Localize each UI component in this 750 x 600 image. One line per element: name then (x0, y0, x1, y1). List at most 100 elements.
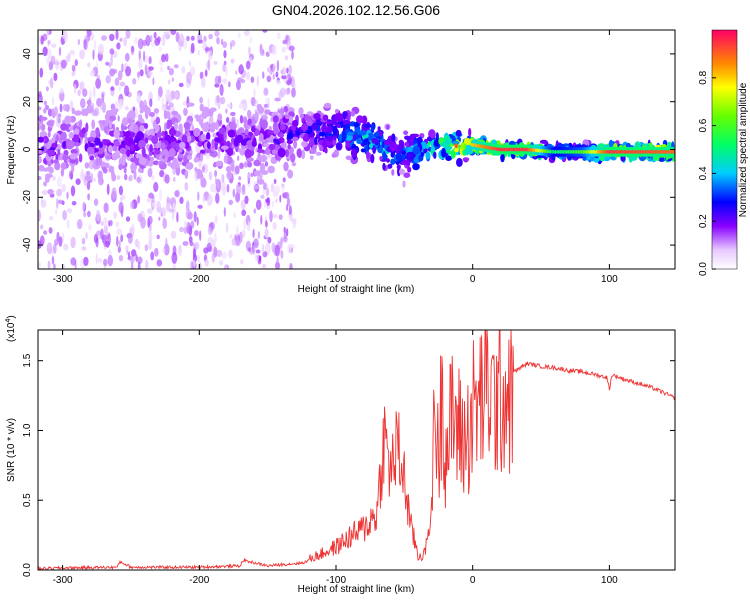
heatmap-speckle (171, 252, 178, 264)
heatmap-cell (112, 109, 118, 116)
heatmap-cell (196, 153, 201, 158)
colorbar-tick-label: 0.8 (698, 70, 709, 84)
heatmap-cell (290, 152, 296, 163)
heatmap-speckle (203, 35, 207, 43)
heatmap-speckle (240, 258, 244, 265)
heatmap-cell (301, 140, 308, 148)
heatmap-cell (350, 148, 358, 158)
heatmap-speckle (46, 56, 50, 64)
heatmap-cell (412, 145, 421, 155)
heatmap-cell (267, 130, 273, 135)
heatmap-speckle (265, 51, 270, 57)
heatmap-cell (430, 146, 436, 152)
heatmap-speckle (206, 60, 211, 70)
heatmap-cell (78, 153, 83, 163)
heatmap-cell (101, 120, 106, 126)
heatmap-speckle (281, 46, 287, 53)
heatmap-cell (379, 156, 383, 161)
heatmap-cell (129, 148, 136, 155)
heatmap-cell (253, 185, 260, 190)
heatmap-speckle (95, 78, 101, 89)
heatmap-speckle (132, 78, 137, 85)
heatmap-cell (38, 136, 45, 143)
heatmap-speckle (235, 184, 242, 195)
heatmap-speckle (53, 263, 56, 269)
heatmap-speckle (279, 87, 286, 98)
heatmap-cell (391, 133, 396, 143)
heatmap-speckle (118, 255, 124, 262)
heatmap-cell (244, 128, 249, 136)
heatmap-cell (402, 180, 406, 188)
heatmap-cell (278, 133, 285, 138)
heatmap-cell (313, 113, 321, 120)
heatmap-cell (55, 153, 59, 162)
snr-line-layer (38, 330, 675, 570)
heatmap-cell (456, 157, 463, 167)
heatmap-cell (74, 110, 82, 116)
heatmap-speckle (193, 211, 197, 223)
heatmap-speckle (258, 256, 262, 262)
heatmap-cell (377, 126, 381, 131)
colorbar-label: Normalized spectral amplitude (738, 82, 749, 217)
figure-title: GN04.2026.102.12.56.G06 (272, 2, 440, 18)
heatmap-speckle (81, 168, 84, 178)
heatmap-speckle (222, 78, 228, 84)
heatmap-speckle (113, 211, 117, 220)
heatmap-cell (38, 154, 41, 163)
heatmap-cell (413, 158, 420, 163)
heatmap-cell (46, 120, 54, 127)
heatmap-speckle (120, 234, 124, 243)
heatmap-cell (298, 107, 304, 116)
heatmap-cell (178, 123, 183, 132)
heatmap-speckle (73, 84, 77, 94)
heatmap-speckle (137, 38, 144, 50)
heatmap-cell (257, 149, 265, 153)
heatmap-cell (109, 115, 116, 122)
heatmap-speckle (131, 51, 134, 56)
heatmap-speckle (96, 209, 101, 222)
heatmap-speckle (240, 199, 246, 210)
heatmap-cell (312, 124, 319, 130)
heatmap-speckle (220, 96, 226, 105)
heatmap-speckle (282, 39, 287, 45)
snr-y-ticks: 0.0 0.5 1.0 1.5 (22, 353, 675, 577)
heatmap-cell (258, 156, 263, 163)
heatmap-cell (231, 137, 235, 144)
spectrogram-y-label: Frequency (Hz) (6, 116, 17, 185)
heatmap-speckle (55, 58, 60, 70)
heatmap-cell (141, 146, 146, 157)
heatmap-speckle (114, 100, 119, 109)
heatmap-cell (366, 151, 370, 160)
heatmap-speckle (101, 35, 107, 41)
heatmap-speckle (119, 81, 126, 87)
heatmap-speckle (292, 220, 296, 229)
heatmap-cell (223, 132, 227, 141)
heatmap-cell (263, 182, 267, 190)
heatmap-speckle (117, 246, 121, 253)
heatmap-speckle (159, 170, 165, 178)
heatmap-cell (214, 143, 218, 151)
heatmap-cell (214, 137, 222, 142)
heatmap-cell (286, 140, 293, 144)
heatmap-speckle (264, 242, 271, 255)
heatmap-speckle (170, 230, 177, 239)
heatmap-cell (267, 165, 276, 174)
heatmap-cell (396, 164, 401, 170)
heatmap-speckle (230, 58, 235, 64)
heatmap-speckle (228, 199, 233, 205)
heatmap-speckle (92, 49, 95, 60)
heatmap-speckle (118, 185, 123, 196)
heatmap-speckle (288, 205, 292, 216)
heatmap-speckle (70, 236, 76, 249)
heatmap-speckle (173, 64, 179, 69)
heatmap-cell (51, 108, 55, 118)
heatmap-cell (234, 165, 240, 175)
heatmap-cell (60, 168, 65, 177)
heatmap-speckle (208, 48, 213, 61)
heatmap-speckle (245, 71, 250, 81)
y-tick-label: 0.0 (22, 563, 33, 577)
heatmap-speckle (96, 74, 101, 79)
heatmap-speckle (58, 236, 63, 247)
heatmap-cell (403, 130, 409, 135)
